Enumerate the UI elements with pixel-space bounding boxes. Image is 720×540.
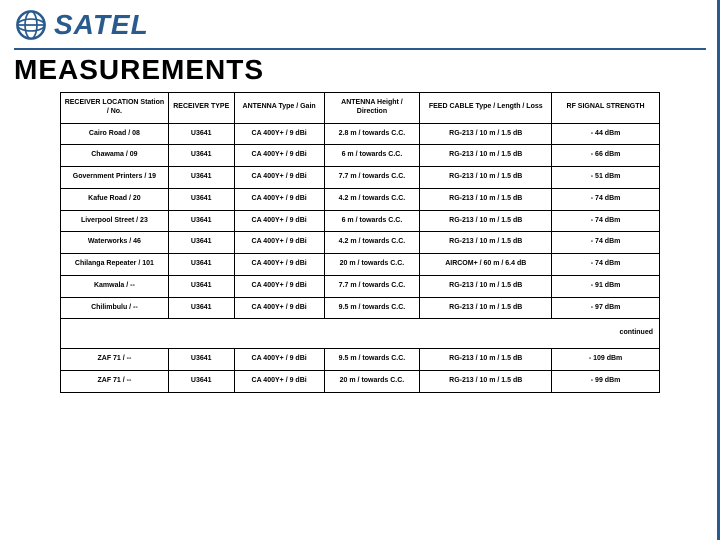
table-cell: U3641 bbox=[168, 232, 234, 254]
table-cell: - 66 dBm bbox=[552, 145, 660, 167]
continued-label: continued bbox=[552, 319, 660, 349]
table-row: Chilimbulu / --U3641CA 400Y+ / 9 dBi9.5 … bbox=[61, 297, 660, 319]
table-cell: - 99 dBm bbox=[552, 370, 660, 392]
measurements-table: RECEIVER LOCATION Station / No. RECEIVER… bbox=[60, 92, 660, 393]
table-cell: ZAF 71 / -- bbox=[61, 370, 169, 392]
table-cell: CA 400Y+ / 9 dBi bbox=[234, 188, 324, 210]
table-cell: U3641 bbox=[168, 297, 234, 319]
col-header-antenna-type: ANTENNA Type / Gain bbox=[234, 93, 324, 124]
table-row: Chawama / 09U3641CA 400Y+ / 9 dBi6 m / t… bbox=[61, 145, 660, 167]
table-cell: 2.8 m / towards C.C. bbox=[324, 123, 420, 145]
table-cell: U3641 bbox=[168, 254, 234, 276]
table-row: Kafue Road / 20U3641CA 400Y+ / 9 dBi4.2 … bbox=[61, 188, 660, 210]
table-cell: Liverpool Street / 23 bbox=[61, 210, 169, 232]
table-cell: ZAF 71 / -- bbox=[61, 349, 169, 371]
table-cell: CA 400Y+ / 9 dBi bbox=[234, 210, 324, 232]
table-row: ZAF 71 / --U3641CA 400Y+ / 9 dBi9.5 m / … bbox=[61, 349, 660, 371]
table-cell: 7.7 m / towards C.C. bbox=[324, 275, 420, 297]
table-row: Kamwala / --U3641CA 400Y+ / 9 dBi7.7 m /… bbox=[61, 275, 660, 297]
table-cell: 9.5 m / towards C.C. bbox=[324, 297, 420, 319]
table-cell: CA 400Y+ / 9 dBi bbox=[234, 232, 324, 254]
table-cell: U3641 bbox=[168, 188, 234, 210]
table-cell: Kamwala / -- bbox=[61, 275, 169, 297]
table-cell: - 91 dBm bbox=[552, 275, 660, 297]
table-cell: CA 400Y+ / 9 dBi bbox=[234, 275, 324, 297]
table-cell: RG-213 / 10 m / 1.5 dB bbox=[420, 232, 552, 254]
table-cell: AIRCOM+ / 60 m / 6.4 dB bbox=[420, 254, 552, 276]
table-header-row: RECEIVER LOCATION Station / No. RECEIVER… bbox=[61, 93, 660, 124]
table-row: Chilanga Repeater / 101U3641CA 400Y+ / 9… bbox=[61, 254, 660, 276]
table-row: Government Printers / 19U3641CA 400Y+ / … bbox=[61, 167, 660, 189]
table-cell: CA 400Y+ / 9 dBi bbox=[234, 349, 324, 371]
table-cell: - 97 dBm bbox=[552, 297, 660, 319]
col-header-feed-cable: FEED CABLE Type / Length / Loss bbox=[420, 93, 552, 124]
table-cell: U3641 bbox=[168, 167, 234, 189]
measurements-table-wrap: RECEIVER LOCATION Station / No. RECEIVER… bbox=[60, 92, 660, 393]
col-header-antenna-height: ANTENNA Height / Direction bbox=[324, 93, 420, 124]
table-cell: U3641 bbox=[168, 349, 234, 371]
table-cell: RG-213 / 10 m / 1.5 dB bbox=[420, 210, 552, 232]
table-cell: U3641 bbox=[168, 145, 234, 167]
table-cell: CA 400Y+ / 9 dBi bbox=[234, 145, 324, 167]
col-header-receiver-type: RECEIVER TYPE bbox=[168, 93, 234, 124]
continued-row: continued bbox=[61, 319, 660, 349]
table-row: Liverpool Street / 23U3641CA 400Y+ / 9 d… bbox=[61, 210, 660, 232]
table-cell: RG-213 / 10 m / 1.5 dB bbox=[420, 370, 552, 392]
table-row: Cairo Road / 08U3641CA 400Y+ / 9 dBi2.8 … bbox=[61, 123, 660, 145]
table-cell: 4.2 m / towards C.C. bbox=[324, 188, 420, 210]
table-cell: Chawama / 09 bbox=[61, 145, 169, 167]
table-cell: RG-213 / 10 m / 1.5 dB bbox=[420, 123, 552, 145]
table-cell: - 44 dBm bbox=[552, 123, 660, 145]
table-cell: - 74 dBm bbox=[552, 254, 660, 276]
table-cell: - 74 dBm bbox=[552, 232, 660, 254]
globe-icon bbox=[14, 8, 48, 42]
header-divider bbox=[14, 48, 706, 50]
table-cell: 6 m / towards C.C. bbox=[324, 210, 420, 232]
table-cell: - 109 dBm bbox=[552, 349, 660, 371]
table-cell: CA 400Y+ / 9 dBi bbox=[234, 123, 324, 145]
table-cell: RG-213 / 10 m / 1.5 dB bbox=[420, 297, 552, 319]
table-cell: 20 m / towards C.C. bbox=[324, 254, 420, 276]
table-cell: RG-213 / 10 m / 1.5 dB bbox=[420, 349, 552, 371]
table-cell: U3641 bbox=[168, 370, 234, 392]
table-cell: 7.7 m / towards C.C. bbox=[324, 167, 420, 189]
table-cell: RG-213 / 10 m / 1.5 dB bbox=[420, 167, 552, 189]
table-row: Waterworks / 46U3641CA 400Y+ / 9 dBi4.2 … bbox=[61, 232, 660, 254]
table-cell: 4.2 m / towards C.C. bbox=[324, 232, 420, 254]
table-cell: Kafue Road / 20 bbox=[61, 188, 169, 210]
table-cell: Chilimbulu / -- bbox=[61, 297, 169, 319]
table-cell: CA 400Y+ / 9 dBi bbox=[234, 254, 324, 276]
table-cell: Waterworks / 46 bbox=[61, 232, 169, 254]
table-cell: 6 m / towards C.C. bbox=[324, 145, 420, 167]
table-cell: - 51 dBm bbox=[552, 167, 660, 189]
table-cell: Chilanga Repeater / 101 bbox=[61, 254, 169, 276]
table-cell: 20 m / towards C.C. bbox=[324, 370, 420, 392]
table-cell: U3641 bbox=[168, 123, 234, 145]
table-row: ZAF 71 / --U3641CA 400Y+ / 9 dBi20 m / t… bbox=[61, 370, 660, 392]
table-cell: CA 400Y+ / 9 dBi bbox=[234, 297, 324, 319]
table-cell: - 74 dBm bbox=[552, 188, 660, 210]
header: SATEL bbox=[0, 0, 720, 48]
table-cell: CA 400Y+ / 9 dBi bbox=[234, 167, 324, 189]
brand-name: SATEL bbox=[54, 9, 149, 41]
table-cell: RG-213 / 10 m / 1.5 dB bbox=[420, 188, 552, 210]
col-header-location: RECEIVER LOCATION Station / No. bbox=[61, 93, 169, 124]
table-cell: 9.5 m / towards C.C. bbox=[324, 349, 420, 371]
table-cell: RG-213 / 10 m / 1.5 dB bbox=[420, 275, 552, 297]
table-cell: - 74 dBm bbox=[552, 210, 660, 232]
table-cell: Cairo Road / 08 bbox=[61, 123, 169, 145]
table-cell: RG-213 / 10 m / 1.5 dB bbox=[420, 145, 552, 167]
table-cell: U3641 bbox=[168, 275, 234, 297]
col-header-rf-signal: RF SIGNAL STRENGTH bbox=[552, 93, 660, 124]
page-title: MEASUREMENTS bbox=[14, 54, 706, 86]
table-cell: CA 400Y+ / 9 dBi bbox=[234, 370, 324, 392]
table-cell: Government Printers / 19 bbox=[61, 167, 169, 189]
table-cell: U3641 bbox=[168, 210, 234, 232]
